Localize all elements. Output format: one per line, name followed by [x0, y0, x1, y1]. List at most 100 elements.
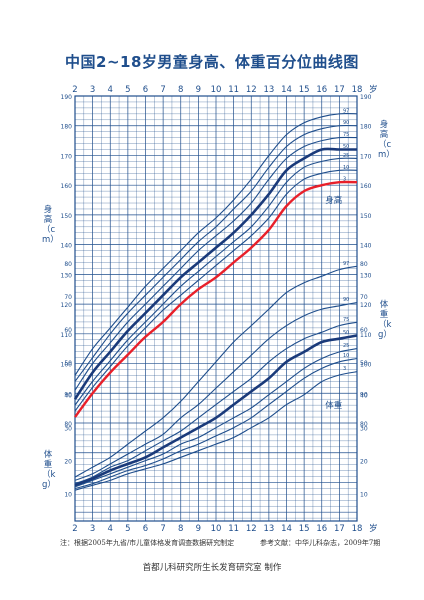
note-reference: 参考文献：中华儿科杂志，2009年7期	[260, 539, 381, 547]
height-percentile-label: 3	[343, 177, 346, 183]
chart-title: 中国2~18岁男童身高、体重百分位曲线图	[65, 53, 359, 71]
height-tick-right: 130	[360, 272, 372, 279]
height-tick-left: 170	[61, 153, 73, 160]
x-tick-label-top: 5	[125, 85, 130, 95]
height-tick-left: 150	[61, 213, 73, 220]
weight-tick-right: 20	[360, 459, 368, 466]
weight-tick-right: 80	[360, 261, 368, 268]
height-curve-p50	[73, 147, 357, 400]
height-axis-label-left: 身高（cm）	[42, 205, 59, 245]
weight-tick-right: 70	[360, 294, 368, 301]
x-tick-label-bottom: 3	[90, 524, 95, 534]
x-tick-label-top: 18	[352, 85, 363, 95]
weight-percentile-label: 50	[343, 330, 349, 336]
weight-percentile-label: 10	[343, 353, 349, 359]
weight-curve-p25	[74, 348, 358, 488]
height-percentile-label: 90	[343, 120, 349, 126]
weight-tick-left: 60	[64, 327, 72, 334]
weight-curve-label: 体重	[325, 400, 343, 411]
x-tick-label-top: 8	[178, 85, 183, 95]
x-tick-label-bottom: 14	[281, 524, 292, 534]
weight-tick-left: 40	[64, 393, 72, 400]
weight-curve-p97	[74, 265, 358, 478]
height-tick-left: 180	[61, 124, 73, 131]
x-tick-label-top: 7	[160, 85, 165, 95]
height-tick-left: 190	[61, 94, 73, 101]
height-tick-right: 150	[360, 213, 372, 220]
weight-percentile-label: 97	[343, 261, 349, 267]
x-tick-label-bottom: 12	[246, 524, 257, 534]
x-tick-label-bottom: 4	[108, 524, 113, 534]
weight-curve-p50	[74, 334, 358, 487]
height-tick-right: 140	[360, 243, 372, 250]
weight-curve-p10	[74, 357, 358, 490]
x-tick-label-bottom: 13	[263, 524, 274, 534]
weight-tick-right: 50	[360, 360, 368, 367]
x-tick-label-bottom: 5	[125, 524, 130, 534]
x-tick-label-top: 9	[196, 85, 201, 95]
height-axis-label-right: 身高（cm）	[378, 120, 395, 160]
height-percentile-label: 50	[343, 144, 349, 150]
x-tick-label-top: 13	[263, 85, 274, 95]
weight-tick-left: 50	[64, 360, 72, 367]
x-tick-label-bottom: 10	[211, 524, 222, 534]
height-tick-left: 80	[64, 421, 72, 428]
x-tick-label-top: 3	[90, 85, 95, 95]
weight-curve-p3	[74, 371, 358, 491]
weight-curve-p75	[74, 321, 358, 485]
x-tick-label-bottom: 2	[72, 524, 77, 534]
weight-tick-left: 20	[64, 459, 72, 466]
height-tick-right: 170	[360, 153, 372, 160]
x-tick-label-bottom: 6	[143, 524, 148, 534]
note-source: 注：根据2005年九省/市儿童体格发育调查数据研究制定	[60, 539, 235, 547]
height-tick-right: 180	[360, 124, 372, 131]
height-curve-label: 身高	[325, 195, 342, 206]
height-tick-left: 90	[64, 391, 72, 398]
height-tick-left: 160	[61, 183, 73, 190]
x-unit-label-bottom: 岁	[369, 523, 378, 534]
x-tick-label-bottom: 17	[334, 524, 345, 534]
height-tick-right: 80	[360, 421, 368, 428]
height-tick-right: 190	[360, 94, 372, 101]
weight-tick-right: 60	[360, 327, 368, 334]
weight-axis-label-left: 体重（kg）	[42, 450, 56, 490]
weight-tick-left: 70	[64, 294, 72, 301]
x-tick-label-bottom: 7	[160, 524, 165, 534]
x-tick-label-bottom: 9	[196, 524, 201, 534]
weight-tick-left: 10	[64, 492, 72, 499]
x-tick-label-bottom: 8	[178, 524, 183, 534]
height-tick-left: 130	[61, 272, 73, 279]
x-tick-label-top: 17	[334, 85, 345, 95]
x-tick-label-top: 11	[228, 85, 239, 95]
height-percentile-label: 25	[343, 153, 349, 159]
height-percentile-label: 97	[343, 108, 349, 114]
height-tick-left: 100	[61, 362, 73, 369]
x-tick-label-top: 15	[299, 85, 310, 95]
height-curve-p25	[74, 157, 358, 406]
x-tick-label-top: 4	[108, 85, 113, 95]
height-tick-right: 110	[360, 332, 372, 339]
x-tick-label-top: 12	[246, 85, 257, 95]
height-percentile-label: 75	[343, 132, 349, 138]
x-tick-label-bottom: 18	[352, 524, 363, 534]
weight-tick-right: 10	[360, 492, 368, 499]
weight-percentile-label: 25	[343, 343, 349, 349]
weight-tick-left: 30	[64, 426, 72, 433]
height-tick-left: 140	[61, 243, 73, 250]
x-tick-label-top: 14	[281, 85, 292, 95]
weight-axis-label-right: 体重（kg）	[378, 300, 392, 340]
height-tick-right: 90	[360, 391, 368, 398]
height-percentile-label: 10	[343, 165, 349, 171]
height-tick-right: 160	[360, 183, 372, 190]
weight-tick-right: 40	[360, 393, 368, 400]
weight-curve-p90	[74, 301, 358, 481]
x-tick-label-bottom: 16	[316, 524, 327, 534]
weight-percentile-label: 75	[343, 317, 349, 323]
footer-credit: 首都儿科研究所生长发育研究室 制作	[142, 563, 282, 573]
height-curve-p90	[74, 124, 358, 382]
x-tick-label-bottom: 15	[299, 524, 310, 534]
height-curve-p10	[74, 169, 358, 412]
height-tick-left: 120	[61, 302, 73, 309]
weight-percentile-label: 3	[343, 366, 346, 372]
